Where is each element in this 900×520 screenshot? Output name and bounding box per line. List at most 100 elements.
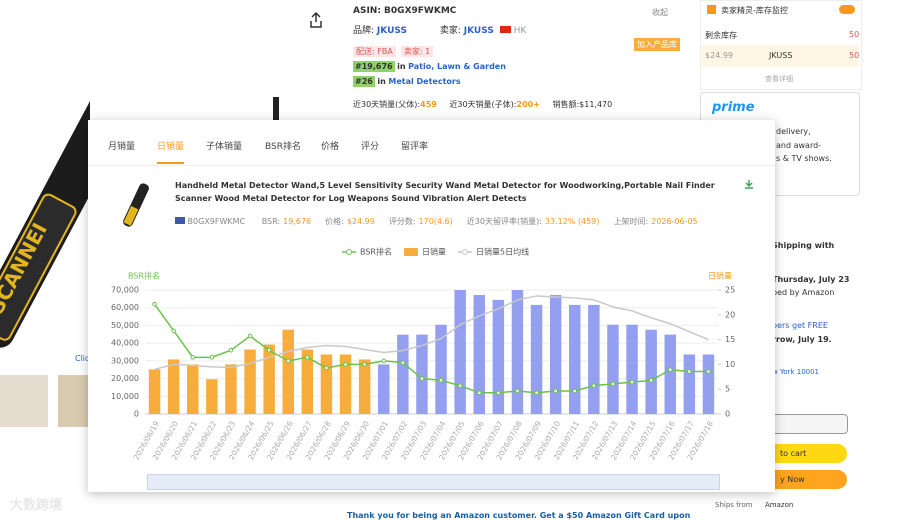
line-point [610,381,616,387]
line-point [572,388,578,394]
y2-tick-label: 0 [725,410,730,419]
flag [175,217,185,224]
prime-line: delivery, [776,127,811,136]
tab[interactable]: 评分 [361,142,380,152]
line [154,295,709,371]
collapse[interactable]: 收起 [652,8,668,17]
line-point [534,390,539,396]
y2-tick-label: 10 [725,360,735,369]
line-point [324,365,329,371]
y-tick-label: 70,000 [111,286,139,295]
brand-label: 品牌: [353,26,375,36]
stat: BSR: 19,676 [262,217,311,226]
fulfillment-tag: 配送: FBA [353,46,396,57]
bar [206,379,218,414]
stock-qty: 50 [849,51,860,60]
tab[interactable]: 价格 [321,142,340,152]
view-details[interactable]: 查看详细 [765,75,793,83]
stat: 上架时间: 2026-06-05 [613,217,697,226]
seller-region: HK [513,26,527,36]
line-point [419,376,425,381]
buy-now[interactable]: y Now [760,470,847,489]
legend-swatch [403,248,418,256]
button-label: y Now [780,475,805,484]
stat-value: $24.99 [346,217,375,226]
bar [569,304,581,414]
line-point [285,358,291,364]
seller[interactable]: JKUSS [463,26,494,36]
stat-label: 近30天留评率(销量): [466,217,542,226]
line-point [706,369,711,374]
line-point [667,367,673,373]
line-point [648,378,654,383]
line [153,303,709,394]
tab[interactable]: 月销量 [108,142,136,152]
legend-label: 日销量5日均线 [476,247,529,257]
y2-tick-label: 20 [725,310,735,319]
revenue: $11,470 [579,100,613,109]
bar [282,329,294,414]
add-to-cart[interactable]: to cart [760,444,847,463]
bar [511,290,524,414]
shipping-line: bers get FREE [772,321,828,330]
line-point [438,378,444,383]
zoom-slider[interactable] [147,474,720,490]
y-tick-label: 0 [134,410,139,419]
rank-row: #19,676 in Patio, Lawn & Garden [353,61,506,72]
line-point [515,388,520,394]
shipping-line: rrow, July 19. [772,335,832,344]
click-hint[interactable]: Clic [75,354,90,363]
stat-label: 价格: [325,217,344,226]
bar [702,354,715,414]
seller-count-tag: 卖家: 1 [400,46,434,57]
sales-popup: 月销量 日销量 子体销量 BSR排名 价格 评分 留评率 Handheld Me… [88,120,775,492]
line-point [687,369,692,374]
y2-tick-label: 15 [725,335,735,344]
shipping-line[interactable]: w York 10001 [772,368,820,376]
prime-box: prime delivery, and award- s & TV shows. [700,92,860,196]
stats: BSR: 19,676 价格: $24.99 评分数: 170(4.6) 近30天留评率(销… [248,217,698,226]
toggle[interactable] [839,5,855,14]
bar [473,294,485,414]
bar [626,324,638,414]
gift-card-promo[interactable]: Thank you for being an Amazon customer. … [347,511,691,520]
tab[interactable]: BSR排名 [265,142,301,152]
parent-sales: 459 [420,100,437,109]
line-point [496,390,501,396]
stat: 近30天留评率(销量): 33.12% (459) [467,217,600,226]
add-to-library[interactable]: 加入产品库 [634,38,680,51]
tab[interactable]: 留评率 [401,142,429,152]
rank-row: #26 in Metal Detectors [353,76,461,87]
line-point [228,347,234,353]
stat-value: 2026-06-05 [651,217,698,226]
share-icon[interactable] [309,12,323,28]
line-point [190,355,196,360]
y-tick-label: 40,000 [111,339,139,348]
line-point [305,355,310,360]
y-tick-label: 20,000 [111,374,139,383]
brand[interactable]: JKUSS [376,26,407,36]
rank: #26 [353,76,375,87]
bar [454,290,466,414]
download-icon[interactable] [744,179,754,189]
active-tab-indicator [157,162,184,164]
y-tick-label: 60,000 [111,303,139,312]
stock-qty: 50 [849,30,860,39]
rank-category[interactable]: Patio, Lawn & Garden [408,62,506,71]
product-thumbnail [111,180,161,230]
tab[interactable]: 日销量 [157,142,185,152]
bar [339,354,352,414]
child-sales-label: 近30天销量(子体): [449,100,517,109]
asin: ASIN: B0GX9FWKMC [353,6,457,16]
rank: #19,676 [353,61,395,72]
rank-category[interactable]: Metal Detectors [388,77,461,86]
tab[interactable]: 子体销量 [206,142,243,152]
bar [607,324,619,414]
prime-logo: prime [712,100,755,115]
shipping-line: ped by Amazon [772,288,835,297]
stat-label: 上架时间: [613,217,649,226]
seller-label: 卖家: [439,26,461,36]
bar [358,359,371,414]
y2-tick-label: 5 [725,385,730,394]
